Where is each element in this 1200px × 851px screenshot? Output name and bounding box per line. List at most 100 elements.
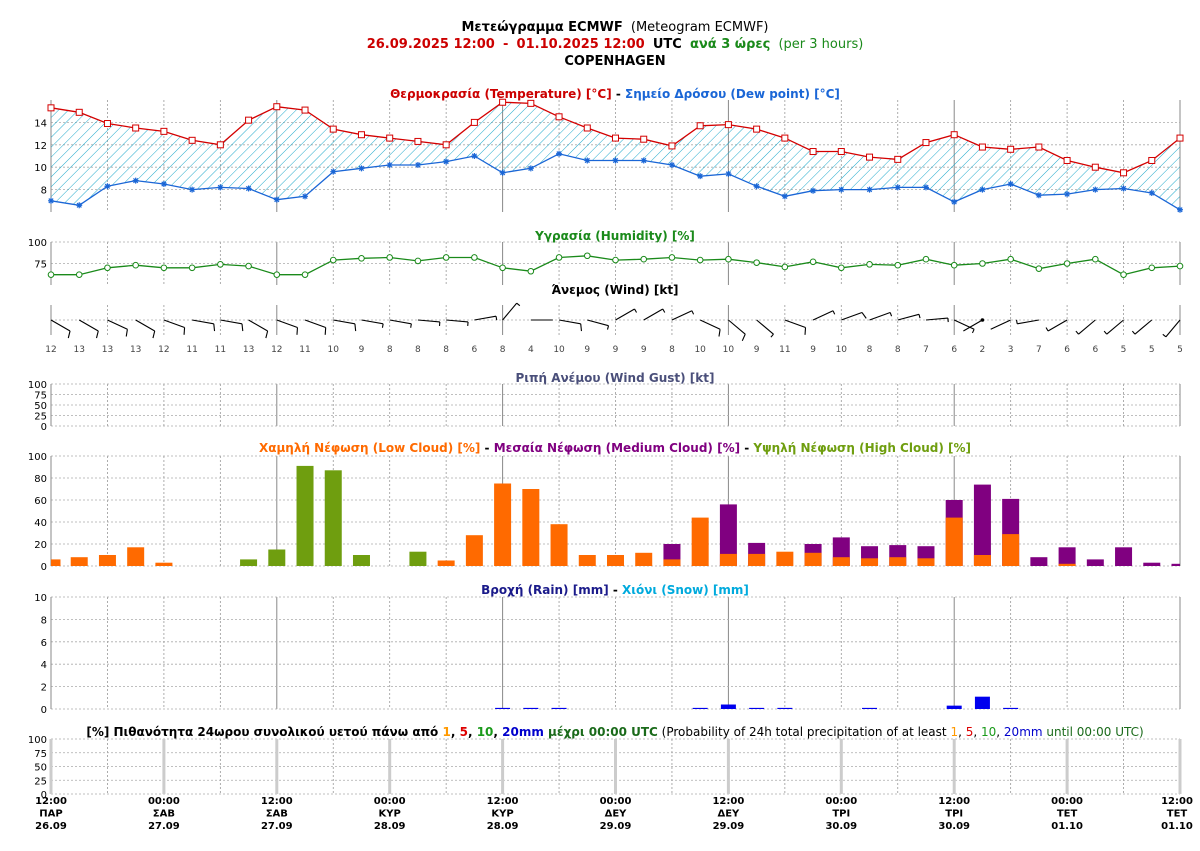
header-title-greek: Μετεώγραμμα ECMWF: [461, 20, 622, 35]
wind-speed-label: 7: [1036, 345, 1042, 355]
probability-y-tick-label: 25: [34, 776, 47, 787]
temperature-point: [499, 98, 507, 106]
wind-barb-feather: [324, 327, 327, 335]
x-tick-time: 12:00: [1161, 796, 1193, 807]
wind-barb-shaft: [1106, 319, 1124, 335]
temperature-y-tick-label: 10: [34, 163, 47, 174]
wind-speed-label: 9: [584, 345, 590, 355]
dewpoint-marker: [753, 183, 760, 190]
wind-speed-label: 4: [528, 345, 534, 355]
low-cloud-bar: [917, 558, 935, 566]
dewpoint-point: [160, 181, 167, 187]
dewpoint-marker: [1120, 185, 1127, 192]
wind-barb: [1075, 319, 1096, 335]
wind-barb-shaft: [728, 319, 746, 335]
dewpoint-marker: [245, 185, 252, 192]
wind-barb: [558, 319, 583, 332]
gust-title: Ριπή Ανέμου (Wind Gust) [kt]: [516, 371, 715, 385]
rain-bar: [495, 707, 511, 709]
temperature-point: [160, 127, 168, 135]
wind-speed-label: 9: [810, 345, 816, 355]
humidity-point: [1063, 260, 1071, 267]
dewpoint-marker: [979, 186, 986, 193]
x-tick-day: ΚΥΡ: [491, 809, 513, 820]
wind-barb-half-feather: [889, 312, 893, 317]
wind-speed-label: 13: [73, 345, 84, 355]
humidity-point: [809, 258, 817, 266]
temperature-point: [47, 104, 55, 112]
wind-barb: [841, 311, 867, 321]
humidity-point: [950, 261, 958, 269]
wind-barb-half-feather: [691, 310, 695, 315]
wind-barb: [304, 319, 327, 335]
wind-barb: [925, 317, 949, 323]
range-end: 01.10.2025 12:00: [517, 37, 645, 52]
precip-y-tick-label: 10: [34, 593, 47, 604]
dewpoint-marker: [922, 184, 929, 191]
wind-calm-dot: [980, 318, 985, 322]
humidity-point: [640, 255, 648, 263]
dewpoint-marker: [273, 196, 280, 203]
temperature-point: [329, 125, 337, 133]
temperature-title-part: -: [612, 87, 625, 101]
gust-y-tick-label: 50: [34, 401, 47, 412]
humidity-point: [866, 261, 873, 268]
dewpoint-marker: [386, 161, 393, 168]
wind-speed-label: 6: [1064, 345, 1070, 355]
wind-barb-feather: [354, 323, 357, 332]
dewpoint-marker: [330, 168, 337, 175]
wind-barb: [474, 315, 498, 321]
temperature-point: [555, 113, 563, 121]
range-dash: -: [503, 37, 508, 52]
dewpoint-point: [781, 193, 788, 200]
wind-barb-half-feather: [381, 323, 384, 328]
humidity-point: [583, 252, 591, 260]
wind-barb: [812, 310, 836, 321]
high-cloud-bar: [296, 465, 314, 566]
x-tick-time: 12:00: [261, 796, 293, 807]
wind-barb: [1015, 319, 1039, 325]
temperature-y-tick-label: 14: [34, 118, 47, 129]
temperature-y-tick-label: 12: [34, 141, 47, 152]
wind-barb-feather: [265, 330, 269, 339]
temperature-point: [1007, 145, 1015, 153]
low-cloud-bar: [973, 555, 991, 566]
dewpoint-point: [189, 186, 196, 193]
wind-barb-shaft: [953, 319, 975, 330]
probability-title-part: ,: [493, 725, 502, 739]
humidity-point: [781, 263, 789, 271]
dewpoint-point: [1148, 189, 1155, 196]
wind-speed-label: 5: [1121, 345, 1127, 355]
wind-barb-shaft: [869, 311, 891, 321]
temperature-point: [1148, 156, 1156, 164]
wind-barb-feather: [213, 323, 216, 332]
x-tick-day: ΣΑΒ: [153, 809, 175, 820]
wind-speed-label: 8: [415, 345, 421, 355]
cloud-y-tick-label: 0: [41, 562, 47, 573]
temperature-point: [386, 134, 394, 142]
wind-barb-feather: [183, 327, 186, 335]
wind-title-part: Άνεμος (Wind) [kt]: [551, 283, 678, 297]
dewpoint-marker: [160, 181, 167, 187]
wind-speed-label: 11: [215, 345, 226, 355]
low-cloud-bar: [51, 559, 61, 566]
low-cloud-bar: [155, 562, 173, 566]
wind-speed-label: 13: [130, 345, 141, 355]
wind-barb: [953, 319, 975, 334]
probability-title-part: [%] Πιθανότητα 24ωρου συνολικού υετού πά…: [86, 725, 442, 739]
medium-cloud-bar: [1030, 557, 1048, 566]
humidity-point: [414, 257, 422, 265]
temperature-point: [640, 135, 648, 143]
wind-barb: [756, 319, 774, 338]
wind-barb-half-feather: [832, 310, 836, 315]
temperature-y-tick-label: 8: [41, 186, 47, 197]
temperature-point: [103, 120, 111, 128]
medium-cloud-bar: [1115, 547, 1133, 566]
humidity-point: [471, 254, 478, 261]
medium-cloud-bar: [1143, 562, 1161, 566]
wind-barb: [192, 319, 216, 332]
dewpoint-marker: [1092, 186, 1099, 193]
probability-title-part: μέχρι 00:00 UTC: [544, 725, 658, 739]
dewpoint-marker: [76, 202, 83, 209]
